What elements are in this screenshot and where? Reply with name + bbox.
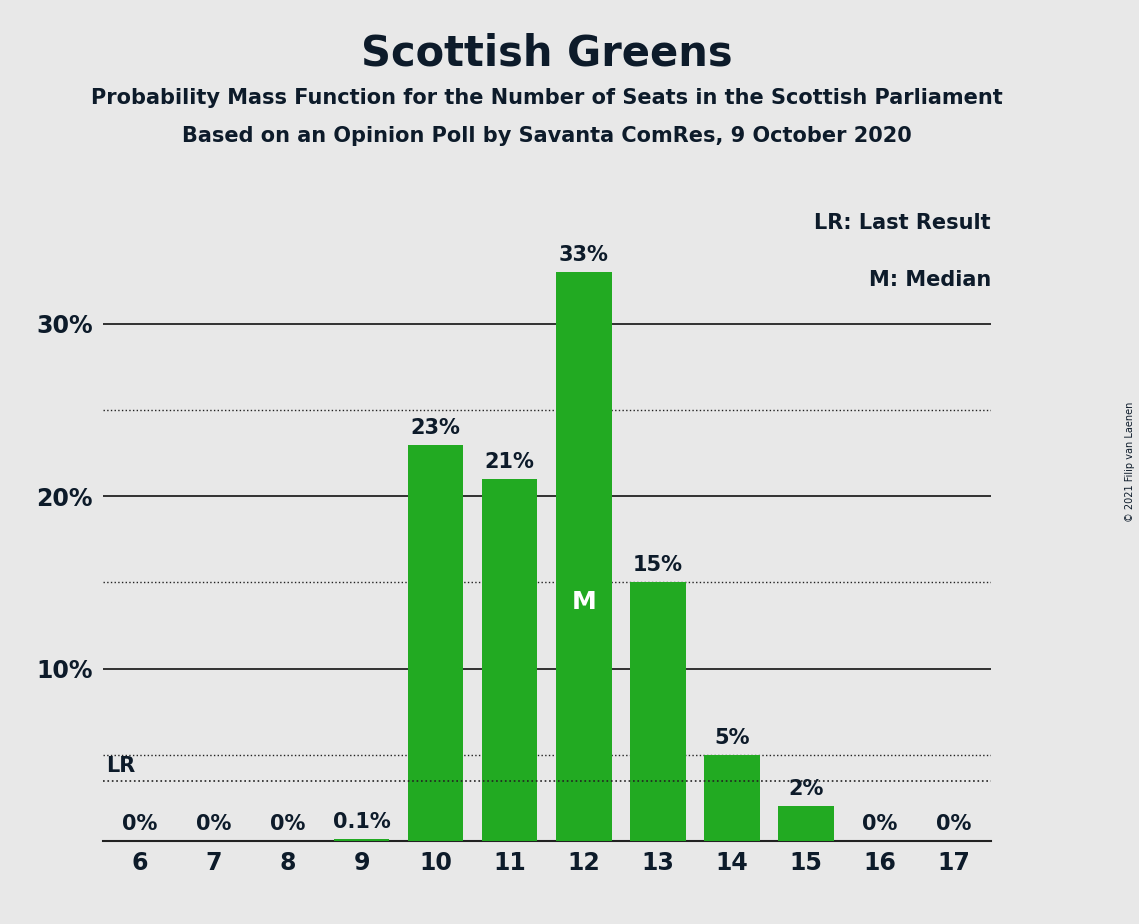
Text: 0%: 0% — [122, 814, 157, 834]
Text: Scottish Greens: Scottish Greens — [361, 32, 732, 74]
Text: M: M — [572, 590, 596, 614]
Text: 33%: 33% — [559, 245, 608, 265]
Text: 0%: 0% — [862, 814, 898, 834]
Text: Based on an Opinion Poll by Savanta ComRes, 9 October 2020: Based on an Opinion Poll by Savanta ComR… — [182, 126, 911, 146]
Text: 0%: 0% — [270, 814, 305, 834]
Text: 5%: 5% — [714, 728, 749, 748]
Text: LR: LR — [106, 756, 136, 776]
Text: 0%: 0% — [936, 814, 972, 834]
Text: LR: Last Result: LR: Last Result — [814, 213, 991, 233]
Bar — [408, 444, 464, 841]
Bar — [334, 839, 390, 841]
Text: © 2021 Filip van Laenen: © 2021 Filip van Laenen — [1125, 402, 1134, 522]
Bar — [482, 479, 538, 841]
Text: 0.1%: 0.1% — [333, 812, 391, 833]
Text: 23%: 23% — [411, 418, 460, 438]
Bar — [704, 755, 760, 841]
Text: 2%: 2% — [788, 780, 823, 799]
Text: 0%: 0% — [196, 814, 231, 834]
Text: 15%: 15% — [633, 555, 682, 576]
Bar — [556, 273, 612, 841]
Text: M: Median: M: Median — [869, 270, 991, 290]
Text: Probability Mass Function for the Number of Seats in the Scottish Parliament: Probability Mass Function for the Number… — [91, 88, 1002, 108]
Text: 21%: 21% — [485, 452, 534, 472]
Bar — [630, 582, 686, 841]
Bar — [778, 807, 834, 841]
